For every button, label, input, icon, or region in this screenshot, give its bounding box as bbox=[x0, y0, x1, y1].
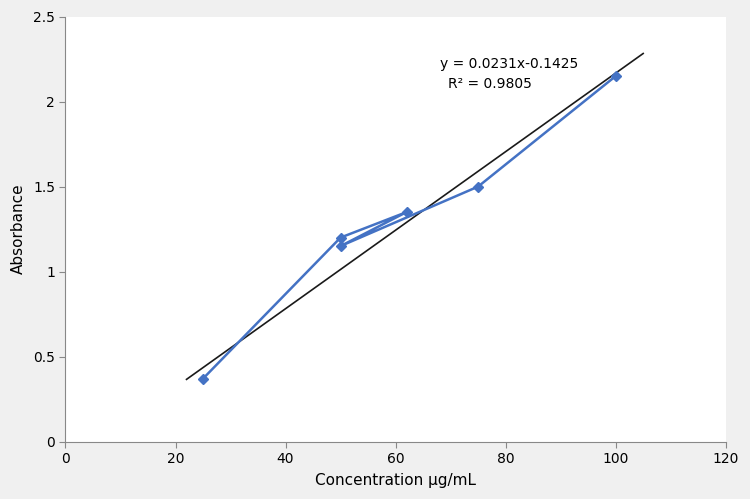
X-axis label: Concentration µg/mL: Concentration µg/mL bbox=[315, 473, 476, 488]
Text: R² = 0.9805: R² = 0.9805 bbox=[448, 76, 532, 90]
Y-axis label: Absorbance: Absorbance bbox=[11, 184, 26, 274]
Text: y = 0.0231x-0.1425: y = 0.0231x-0.1425 bbox=[440, 57, 578, 71]
